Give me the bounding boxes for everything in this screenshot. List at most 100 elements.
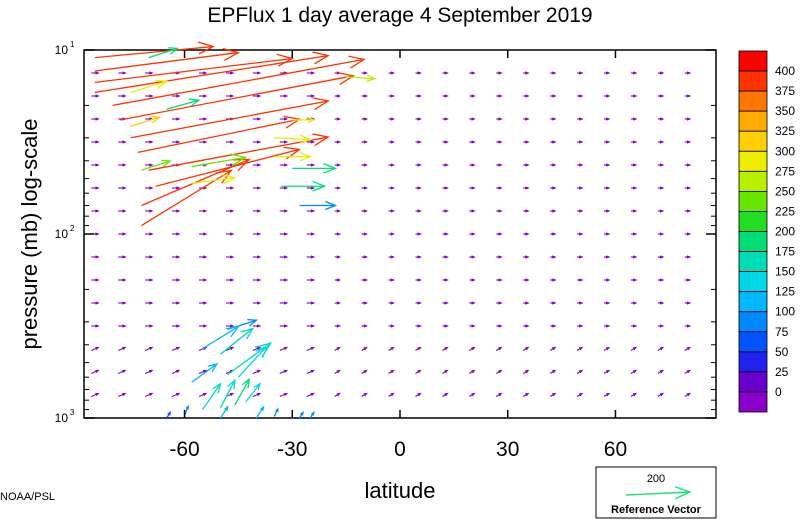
- flux-vector: [442, 232, 449, 236]
- flux-vector: [306, 278, 316, 282]
- flux-vector: [442, 301, 449, 305]
- flux-vector: [550, 301, 557, 305]
- flux-vector: [252, 209, 262, 213]
- flux-vector: [469, 232, 476, 236]
- flux-vector: [306, 71, 316, 75]
- flux-vector: [361, 140, 369, 144]
- flux-vector: [225, 301, 235, 305]
- flux-vector: [603, 71, 611, 75]
- flux-vector: [630, 255, 638, 259]
- flux-vector: [442, 278, 449, 282]
- flux-vector: [495, 346, 503, 351]
- flux-vector: [469, 392, 476, 397]
- flux-vector: [361, 346, 368, 351]
- colorbar-swatch: [738, 150, 768, 172]
- flux-vector: [657, 186, 665, 190]
- flux-vector: [684, 71, 692, 75]
- flux-vector: [442, 255, 449, 259]
- flux-vector: [603, 232, 611, 236]
- flux-vector: [252, 301, 262, 305]
- flux-vector: [199, 71, 208, 75]
- flux-vector: [657, 346, 665, 351]
- colorbar-label: 350: [775, 104, 795, 118]
- flux-vector: [388, 324, 396, 328]
- flux-vector: [523, 232, 530, 236]
- flux-vector: [252, 94, 262, 98]
- flux-vector: [91, 209, 100, 213]
- flux-vector: [657, 278, 665, 282]
- chart-title: EPFlux 1 day average 4 September 2019: [207, 4, 592, 27]
- flux-vector-strong: [148, 47, 180, 59]
- flux-vector-strong: [245, 382, 262, 403]
- colorbar-swatch: [738, 50, 768, 72]
- flux-vector: [550, 163, 557, 167]
- flux-vector: [306, 346, 316, 352]
- flux-vector: [496, 209, 503, 213]
- x-tick-label: -60: [169, 438, 199, 461]
- flux-vector: [684, 140, 692, 144]
- flux-vector: [144, 369, 154, 375]
- flux-vector: [576, 346, 584, 351]
- flux-vector: [388, 117, 396, 121]
- colorbar-label: 50: [775, 345, 789, 359]
- flux-vector: [118, 232, 127, 236]
- flux-vector: [415, 324, 422, 328]
- flux-vector: [118, 255, 127, 259]
- flux-vector: [252, 255, 262, 259]
- reference-value: 200: [647, 473, 665, 485]
- flux-vector: [657, 94, 665, 98]
- colorbar-label: 400: [775, 64, 795, 78]
- flux-vector-strong: [273, 407, 279, 417]
- flux-vector: [442, 324, 449, 328]
- flux-vector: [279, 301, 289, 305]
- flux-vector: [279, 232, 289, 236]
- flux-vector: [144, 346, 154, 352]
- flux-vector: [225, 346, 235, 352]
- flux-vector: [279, 392, 289, 398]
- flux-vector: [252, 278, 262, 282]
- colorbar-swatch: [738, 70, 768, 92]
- flux-vector: [603, 255, 611, 259]
- colorbar-swatch: [738, 371, 768, 393]
- reference-vector-box: 200 Reference Vector: [595, 466, 717, 519]
- flux-vector: [684, 94, 692, 98]
- flux-vector: [577, 324, 584, 328]
- flux-vector-strong: [219, 405, 229, 419]
- flux-vector: [388, 369, 395, 374]
- flux-vector: [145, 186, 154, 190]
- flux-vector: [415, 369, 422, 374]
- flux-vector: [172, 232, 181, 236]
- reference-arrow-shape: [625, 486, 692, 500]
- x-tick-label: 60: [604, 438, 627, 461]
- flux-vector: [469, 369, 476, 374]
- flux-vector: [388, 301, 396, 305]
- flux-vector: [442, 71, 449, 75]
- flux-vector: [388, 255, 396, 259]
- flux-vector: [577, 117, 584, 121]
- colorbar-swatch: [738, 331, 768, 353]
- flux-vector: [630, 369, 638, 374]
- flux-vector: [576, 369, 584, 374]
- flux-vector: [252, 117, 262, 121]
- flux-vector: [252, 71, 262, 75]
- colorbar-label: 100: [775, 305, 795, 319]
- flux-vector: [198, 392, 208, 398]
- flux-vector: [657, 369, 665, 374]
- flux-vector: [306, 209, 316, 213]
- flux-vector: [442, 209, 449, 213]
- flux-vector: [172, 209, 181, 213]
- flux-vector: [630, 278, 638, 282]
- flux-vector: [523, 117, 530, 121]
- y-tick-label: 10: [55, 227, 69, 241]
- flux-vector-strong: [219, 378, 236, 409]
- flux-vector: [442, 186, 449, 190]
- flux-vector: [91, 117, 100, 121]
- flux-vector: [361, 71, 369, 75]
- flux-vector: [118, 278, 127, 282]
- flux-vector: [199, 278, 208, 282]
- flux-vector: [172, 301, 181, 305]
- flux-vector: [118, 71, 127, 75]
- flux-vector: [577, 301, 584, 305]
